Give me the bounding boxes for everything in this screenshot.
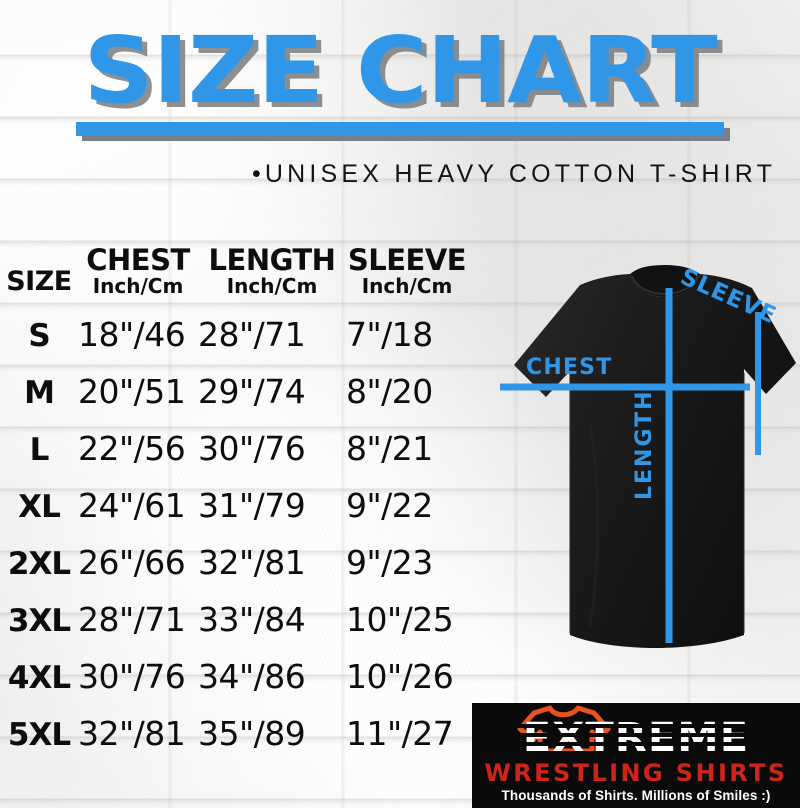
page-title: SIZE CHART xyxy=(83,17,717,124)
table-row: XL 24"/61 31"/79 9"/22 xyxy=(0,468,468,525)
table-row: L 22"/56 30"/76 8"/21 xyxy=(0,411,468,468)
table-row: 2XL 26"/66 32"/81 9"/23 xyxy=(0,525,468,582)
cell-size: 3XL xyxy=(7,602,71,639)
column-header-length-unit: Inch/Cm xyxy=(226,273,318,298)
table-body: S 18"/46 28"/71 7"/18 M 20"/51 29"/74 8"… xyxy=(0,297,468,753)
cell-sleeve: 9"/23 xyxy=(346,542,433,582)
cell-size: L xyxy=(29,431,50,468)
table-row: S 18"/46 28"/71 7"/18 xyxy=(0,297,468,354)
cell-length: 30"/76 xyxy=(198,428,306,468)
column-header-sleeve-unit: Inch/Cm xyxy=(361,273,453,298)
cell-sleeve: 10"/26 xyxy=(346,656,454,696)
tshirt-svg xyxy=(500,265,796,648)
cell-length: 35"/89 xyxy=(198,713,306,753)
tshirt-body xyxy=(514,265,796,648)
cell-chest: 32"/81 xyxy=(78,713,186,753)
cell-sleeve: 11"/27 xyxy=(346,713,454,753)
table-row: 3XL 28"/71 33"/84 10"/25 xyxy=(0,582,468,639)
cell-chest: 18"/46 xyxy=(78,314,186,354)
length-label: LENGTH xyxy=(632,389,657,500)
cell-sleeve: 8"/21 xyxy=(346,428,433,468)
cell-length: 33"/84 xyxy=(198,599,306,639)
cell-length: 29"/74 xyxy=(198,371,306,411)
cell-length: 34"/86 xyxy=(198,656,306,696)
column-header-length: LENGTH Inch/Cm xyxy=(198,243,346,298)
cell-chest: 22"/56 xyxy=(78,428,186,468)
size-chart-table: SIZE CHEST Inch/Cm LENGTH Inch/Cm SLEEVE… xyxy=(0,243,468,753)
column-header-chest: CHEST Inch/Cm xyxy=(78,243,198,298)
column-header-sleeve: SLEEVE Inch/Cm xyxy=(346,243,468,298)
page-subtitle: •UNISEX HEAVY COTTON T-SHIRT xyxy=(251,160,777,189)
logo-brand-text: EXTREME xyxy=(522,715,750,761)
column-header-sleeve-title: SLEEVE xyxy=(347,243,467,277)
cell-size: 2XL xyxy=(7,545,71,582)
table-row: M 20"/51 29"/74 8"/20 xyxy=(0,354,468,411)
header-block: SIZE CHART •UNISEX HEAVY COTTON T-SHIRT xyxy=(0,17,800,189)
cell-chest: 26"/66 xyxy=(78,542,186,582)
cell-sleeve: 10"/25 xyxy=(346,599,454,639)
column-header-chest-title: CHEST xyxy=(86,243,190,277)
cell-sleeve: 8"/20 xyxy=(346,371,433,411)
title-underline xyxy=(76,122,730,142)
table-row: 4XL 30"/76 34"/86 10"/26 xyxy=(0,639,468,696)
title-underline-bar xyxy=(76,122,724,137)
table-header-row: SIZE CHEST Inch/Cm LENGTH Inch/Cm SLEEVE… xyxy=(0,243,468,298)
cell-chest: 20"/51 xyxy=(78,371,186,411)
chest-label: CHEST xyxy=(526,355,613,380)
column-header-length-title: LENGTH xyxy=(208,243,336,277)
cell-length: 28"/71 xyxy=(198,314,306,354)
table-head: SIZE CHEST Inch/Cm LENGTH Inch/Cm SLEEVE… xyxy=(0,243,468,298)
logo-secondary-text: WRESTLING SHIRTS xyxy=(484,759,788,787)
cell-size: M xyxy=(24,374,55,411)
tshirt-illustration: CHEST LENGTH SLEEVE xyxy=(470,255,800,710)
cell-size: 5XL xyxy=(7,716,71,753)
cell-sleeve: 7"/18 xyxy=(346,314,433,354)
cell-length: 32"/81 xyxy=(198,542,306,582)
brand-logo: EXTREME WRESTLING SHIRTS Thousands of Sh… xyxy=(472,703,800,808)
cell-size: S xyxy=(28,317,50,354)
measurement-guides xyxy=(500,288,761,643)
table-row: 5XL 32"/81 35"/89 11"/27 xyxy=(0,696,468,753)
cell-chest: 28"/71 xyxy=(78,599,186,639)
cell-size: XL xyxy=(18,488,61,525)
cell-sleeve: 9"/22 xyxy=(346,485,433,525)
cell-chest: 24"/61 xyxy=(78,485,186,525)
logo-tagline: Thousands of Shirts. Millions of Smiles … xyxy=(501,788,771,803)
cell-size: 4XL xyxy=(7,659,71,696)
column-header-size: SIZE xyxy=(6,265,72,297)
column-header-chest-unit: Inch/Cm xyxy=(92,273,184,298)
cell-length: 31"/79 xyxy=(198,485,306,525)
cell-chest: 30"/76 xyxy=(78,656,186,696)
